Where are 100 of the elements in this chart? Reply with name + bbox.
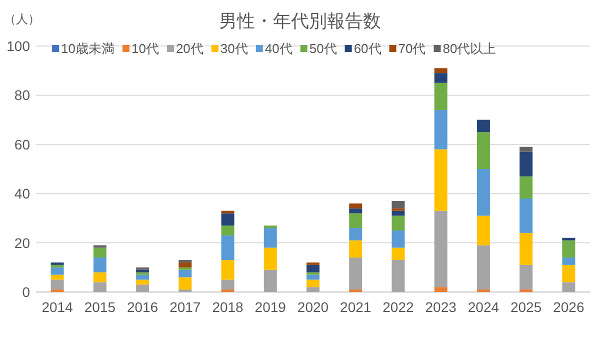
bar (349, 240, 362, 258)
x-tick-label: 2024 (468, 299, 500, 315)
bar (93, 282, 106, 292)
x-tick-label: 2026 (553, 299, 584, 315)
bar (562, 282, 576, 292)
bar (221, 260, 234, 280)
bar (392, 216, 405, 230)
bar (476, 169, 490, 216)
bar (520, 146, 533, 152)
x-tick-label: 2015 (84, 299, 116, 315)
bar (520, 264, 533, 290)
y-tick-label: 0 (22, 284, 30, 300)
bar (349, 213, 362, 228)
bar (562, 240, 576, 258)
y-axis-title: （人） (4, 12, 40, 26)
legend-label: 60代 (354, 41, 382, 56)
y-tick-label: 80 (14, 87, 30, 104)
bar (264, 226, 277, 228)
bar (221, 210, 234, 214)
bar (562, 264, 576, 282)
bar (476, 132, 490, 169)
y-tick-label: 40 (14, 186, 30, 202)
bar (349, 258, 362, 290)
bar (178, 277, 192, 290)
bar (306, 274, 320, 280)
bar (221, 226, 234, 236)
bar (178, 270, 192, 278)
bar (264, 248, 277, 270)
bar (264, 270, 277, 292)
legend-label: 40代 (264, 41, 292, 56)
bar (392, 260, 405, 292)
bar (221, 280, 234, 290)
legend-label: 80代以上 (442, 41, 496, 56)
bar (136, 274, 150, 280)
x-tick-label: 2016 (126, 299, 158, 315)
x-tick-label: 2014 (42, 299, 74, 315)
y-tick-label: 60 (14, 136, 30, 152)
legend-label: 30代 (220, 41, 248, 56)
bar (520, 152, 533, 176)
x-tick-label: 2022 (382, 299, 414, 315)
bar (476, 120, 490, 132)
bar (136, 267, 150, 270)
bar (434, 68, 448, 74)
x-tick-label: 2017 (170, 299, 201, 315)
bar (50, 262, 64, 265)
bar (434, 287, 448, 292)
bar (178, 267, 192, 270)
bar (50, 274, 64, 280)
bar (434, 149, 448, 211)
bar (221, 213, 234, 226)
x-tick-label: 2018 (212, 299, 244, 315)
bar (434, 73, 448, 83)
bar (476, 216, 490, 246)
legend-label: 10代 (131, 41, 159, 56)
bar (562, 258, 576, 265)
bar (562, 238, 576, 240)
bar (306, 287, 320, 292)
legend-label: 20代 (176, 41, 204, 56)
bar (392, 208, 405, 211)
bar (50, 264, 64, 268)
bar (178, 262, 192, 268)
bar (136, 270, 150, 272)
bar (93, 248, 106, 258)
bar (434, 82, 448, 110)
y-tick-label: 100 (6, 38, 30, 54)
x-tick-label: 2019 (254, 299, 286, 315)
bar (93, 258, 106, 272)
bar (93, 272, 106, 282)
bar (520, 198, 533, 233)
x-tick-label: 2020 (297, 299, 329, 315)
bar (392, 200, 405, 208)
legend-label: 10歳未満 (61, 41, 114, 56)
bar (264, 228, 277, 248)
bar (136, 272, 150, 275)
x-tick-label: 2021 (340, 299, 372, 315)
x-tick-label: 2023 (425, 299, 457, 315)
bar (520, 232, 533, 265)
chart-title: 男性・年代別報告数 (219, 11, 381, 31)
bar (306, 272, 320, 275)
bar (349, 203, 362, 208)
bar (136, 284, 150, 292)
y-tick-label: 20 (14, 234, 30, 251)
bar (306, 280, 320, 288)
legend-label: 50代 (309, 41, 337, 56)
bar (434, 210, 448, 288)
bar (392, 210, 405, 216)
bar (50, 280, 64, 290)
x-tick-label: 2025 (510, 299, 542, 315)
bar (392, 248, 405, 260)
bar (349, 208, 362, 214)
bar (136, 280, 150, 285)
bar (349, 228, 362, 240)
bar (434, 110, 448, 150)
bar (50, 267, 64, 275)
bar (221, 235, 234, 260)
bar (306, 264, 320, 272)
bar (476, 245, 490, 290)
bar (306, 262, 320, 265)
legend-label: 70代 (398, 41, 426, 56)
bar (520, 176, 533, 199)
